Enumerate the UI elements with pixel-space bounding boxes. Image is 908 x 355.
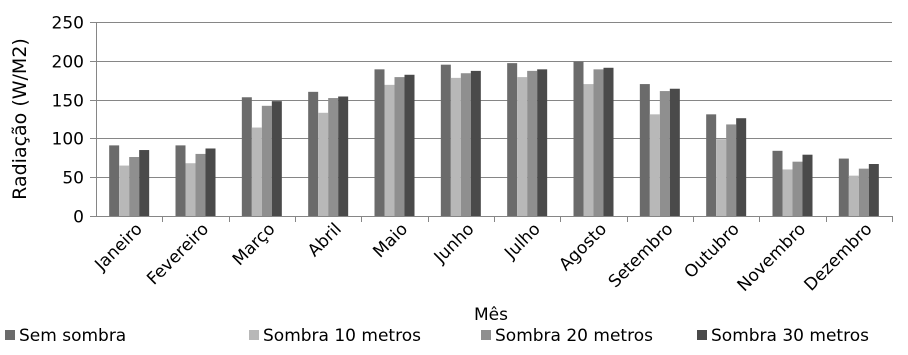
bar — [139, 150, 150, 216]
y-tick-labels: 0 50 100 150 200 250 — [52, 14, 84, 228]
legend-label: Sombra 30 metros — [711, 326, 869, 346]
y-axis-title: Radiação (W/M2) — [9, 38, 31, 200]
bar — [119, 165, 130, 216]
legend-swatch — [481, 330, 491, 340]
bar — [507, 63, 518, 216]
bar — [583, 84, 594, 216]
gridlines — [90, 22, 893, 222]
bar — [736, 118, 747, 216]
legend-label: Sombra 10 metros — [263, 326, 421, 346]
x-tick-label: Setembro — [605, 219, 678, 292]
legend-swatch — [249, 330, 259, 340]
bar — [241, 97, 252, 216]
bar — [440, 64, 451, 217]
bar — [772, 150, 783, 216]
bar — [450, 77, 461, 217]
bar — [460, 73, 471, 216]
x-tick-label: Agosto — [555, 219, 611, 275]
bar — [384, 84, 395, 216]
bar — [726, 124, 737, 216]
x-tick-label: Julho — [500, 219, 544, 263]
y-tick-label: 50 — [62, 169, 84, 189]
bar — [517, 77, 528, 216]
legend: Sem sombra Sombra 10 metros Sombra 20 metr… — [5, 326, 869, 346]
bar — [308, 91, 319, 216]
bar — [537, 69, 548, 216]
y-tick-label: 100 — [52, 130, 84, 150]
legend-swatch — [5, 330, 15, 340]
bar — [527, 70, 538, 216]
bar — [394, 77, 405, 216]
x-tick-label: Janeiro — [91, 219, 147, 275]
x-tick-label: Março — [229, 219, 280, 270]
bar — [716, 139, 727, 216]
bar — [271, 101, 282, 216]
bar — [802, 154, 813, 216]
x-tick-label: Junho — [430, 219, 479, 268]
x-tick-label: Maio — [369, 219, 412, 262]
bar — [261, 105, 272, 216]
bar — [649, 114, 660, 216]
bar — [328, 98, 339, 216]
y-tick-label: 200 — [52, 53, 84, 73]
bar — [659, 91, 670, 216]
bar — [205, 148, 216, 216]
legend-label: Sombra 20 metros — [495, 326, 653, 346]
legend-label: Sem sombra — [19, 326, 126, 346]
bar — [374, 69, 385, 216]
bar — [639, 84, 650, 216]
x-tick-label: Outubro — [680, 219, 743, 282]
x-axis-title: Mês — [474, 305, 508, 325]
bar — [669, 88, 680, 216]
bar — [792, 161, 803, 216]
bar — [858, 168, 869, 216]
bar — [185, 163, 196, 216]
bar — [470, 70, 481, 216]
bar — [195, 153, 206, 216]
y-tick-label: 250 — [52, 14, 84, 34]
y-tick-label: 0 — [73, 208, 84, 228]
bar — [109, 145, 120, 216]
bar — [848, 175, 859, 216]
bar — [706, 114, 717, 216]
y-tick-label: 150 — [52, 92, 84, 112]
legend-swatch — [697, 330, 707, 340]
bar — [593, 69, 604, 216]
bar — [573, 61, 584, 216]
bar — [338, 96, 349, 216]
bars — [109, 61, 879, 217]
bar — [838, 158, 849, 216]
bar — [868, 164, 879, 216]
bar — [251, 127, 262, 216]
x-tick-label: Novembro — [734, 219, 810, 295]
bar — [404, 74, 415, 217]
bar — [782, 169, 793, 216]
bar — [129, 157, 140, 216]
axes — [96, 22, 892, 217]
bar — [603, 67, 614, 216]
x-tick-label: Dezembro — [800, 219, 876, 295]
bar — [318, 112, 329, 216]
bar — [175, 145, 186, 216]
x-tick-label: Abril — [304, 219, 346, 261]
x-tick-label: Fevereiro — [143, 219, 213, 289]
